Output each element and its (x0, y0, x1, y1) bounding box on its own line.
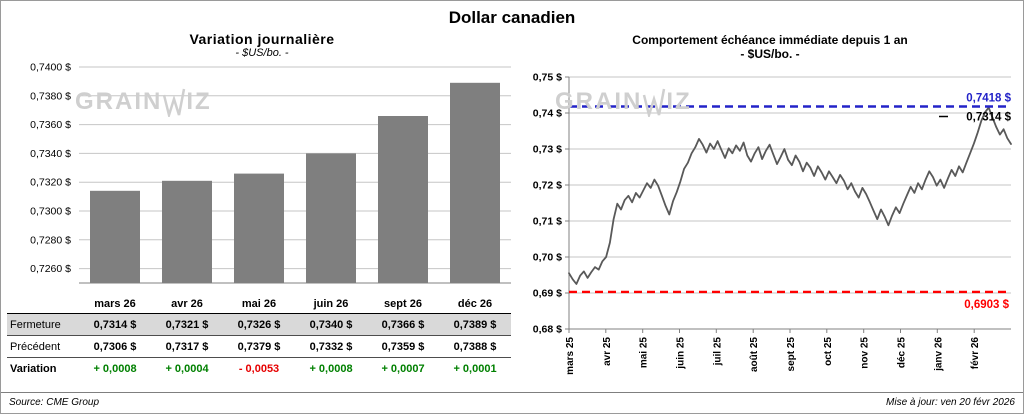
update-note: Mise à jour: ven 20 févr 2026 (886, 397, 1015, 408)
bar (450, 82, 500, 283)
table-row-label: Variation (7, 357, 79, 379)
bar-y-tick-label: 0,7380 $ (30, 90, 71, 102)
line-x-tick-label: sept 25 (786, 337, 797, 372)
line-x-tick-label: mars 25 (565, 337, 576, 375)
table-corner-cell (7, 294, 79, 314)
line-x-tick-label: déc 25 (897, 337, 908, 369)
bar-chart-subtitle: - $US/bo. - (235, 47, 289, 59)
table-month-header: juin 26 (313, 298, 349, 310)
line-x-tick-label: août 25 (749, 337, 760, 372)
line-y-tick-label: 0,73 $ (533, 144, 562, 156)
line-x-tick-label: nov 25 (860, 337, 871, 369)
table-cell: 0,7388 $ (439, 335, 511, 358)
page-title: Dollar canadien (448, 8, 576, 27)
line-y-tick-label: 0,74 $ (533, 108, 562, 120)
footer-bar: Source: CME Group Mise à jour: ven 20 fé… (1, 392, 1023, 413)
bar (306, 153, 356, 283)
front-month-panel: Comportement échéance immédiate depuis 1… (517, 29, 1023, 396)
table-cell: 0,7340 $ (295, 313, 367, 336)
table-row-precedent: Précédent 0,7306 $0,7317 $0,7379 $0,7332 … (7, 335, 511, 358)
line-chart-subtitle: - $US/bo. - (740, 47, 800, 61)
bar-y-tick-label: 0,7320 $ (30, 177, 71, 189)
line-x-tick-label: févr 26 (970, 337, 981, 370)
table-cell: 0,7389 $ (439, 313, 511, 336)
bar-y-tick-label: 0,7300 $ (30, 206, 71, 218)
bar-y-tick-label: 0,7260 $ (30, 263, 71, 275)
bar-y-tick-label: 0,7360 $ (30, 119, 71, 131)
line-x-tick-label: janv 26 (933, 337, 944, 372)
table-month-header: déc 26 (457, 298, 493, 310)
line-chart-area: 0,68 $ 0,69 $ 0,70 $ 0,71 $ 0,72 $ 0,73 $ 0,74… (517, 61, 1023, 396)
line-chart-title: Comportement échéance immédiate depuis 1… (632, 33, 908, 47)
bar-chart-title: Variation journalière (189, 31, 335, 47)
dashboard-content: Variation journalière - $US/bo. - 0,7260… (1, 29, 1023, 396)
bar (162, 180, 212, 283)
table-row-variation: Variation + 0,0008 + 0,0004- 0,0053 + 0,000… (7, 357, 511, 379)
table-row-fermeture: Fermeture 0,7314 $0,7321 $0,7326 $0,7340 … (7, 313, 511, 336)
table-cell: 0,7314 $ (79, 313, 151, 336)
table-cell: + 0,0008 (79, 357, 151, 379)
table-cell: 0,7321 $ (151, 313, 223, 336)
line-y-tick-label: 0,71 $ (533, 216, 562, 228)
table-cell: - 0,0053 (223, 357, 295, 379)
bar-y-tick-label: 0,7280 $ (30, 234, 71, 246)
bar (378, 116, 428, 283)
table-cell: 0,7306 $ (79, 335, 151, 358)
line-x-tick-label: oct 25 (823, 337, 834, 366)
line-y-tick-label: 0,75 $ (533, 72, 562, 84)
table-cell: + 0,0004 (151, 357, 223, 379)
table-month-header: mars 26 (94, 298, 136, 310)
table-row-label: Fermeture (7, 313, 79, 336)
daily-variation-panel: Variation journalière - $US/bo. - 0,7260… (1, 29, 517, 396)
price-series-line (568, 106, 1012, 285)
table-cell: 0,7366 $ (367, 313, 439, 336)
line-y-tick-label: 0,72 $ (533, 180, 562, 192)
table-month-header: avr 26 (171, 298, 203, 310)
bar-y-tick-label: 0,7400 $ (30, 62, 71, 74)
table-cell: 0,7332 $ (295, 335, 367, 358)
table-cell: 0,7326 $ (223, 313, 295, 336)
line-x-tick-label: juin 25 (676, 337, 687, 370)
source-note: Source: CME Group (9, 397, 100, 408)
front-month-line-chart: 0,68 $ 0,69 $ 0,70 $ 0,71 $ 0,72 $ 0,73 $ 0,74… (533, 72, 1012, 375)
daily-variation-bar-chart: 0,7260 $ 0,7280 $ 0,7300 $ 0,7320 $ 0,7340 $… (30, 62, 511, 284)
table-cell: 0,7317 $ (151, 335, 223, 358)
line-x-tick-label: mai 25 (639, 337, 650, 369)
line-y-tick-label: 0,68 $ (533, 324, 562, 336)
table-month-header: mai 26 (241, 298, 277, 310)
line-y-tick-label: 0,70 $ (533, 252, 562, 264)
line-x-tick-label: juil 25 (712, 337, 723, 367)
table-cell: + 0,0001 (439, 357, 511, 379)
current-value-label: 0,7314 $ (966, 112, 1011, 124)
price-table-header-row: mars 26 avr 26 mai 26 juin 26 sept 26 déc 26 (7, 294, 511, 314)
bar-chart-area: 0,7260 $ 0,7280 $ 0,7300 $ 0,7320 $ 0,7340 $… (7, 59, 517, 294)
table-cell: 0,7379 $ (223, 335, 295, 358)
line-x-tick-label: avr 25 (602, 337, 613, 366)
bar (234, 173, 284, 283)
bar (90, 190, 140, 283)
table-cell: + 0,0008 (295, 357, 367, 379)
table-cell: 0,7359 $ (367, 335, 439, 358)
high-value-label: 0,7418 $ (966, 93, 1011, 105)
price-table-body: Fermeture 0,7314 $0,7321 $0,7326 $0,7340 … (7, 313, 511, 379)
price-table: mars 26 avr 26 mai 26 juin 26 sept 26 déc 26 … (7, 294, 511, 379)
low-value-label: 0,6903 $ (964, 299, 1009, 311)
table-row-label: Précédent (7, 335, 79, 358)
table-cell: + 0,0007 (367, 357, 439, 379)
bar-y-tick-label: 0,7340 $ (30, 148, 71, 160)
line-y-tick-label: 0,69 $ (533, 288, 562, 300)
table-month-header: sept 26 (384, 298, 422, 310)
